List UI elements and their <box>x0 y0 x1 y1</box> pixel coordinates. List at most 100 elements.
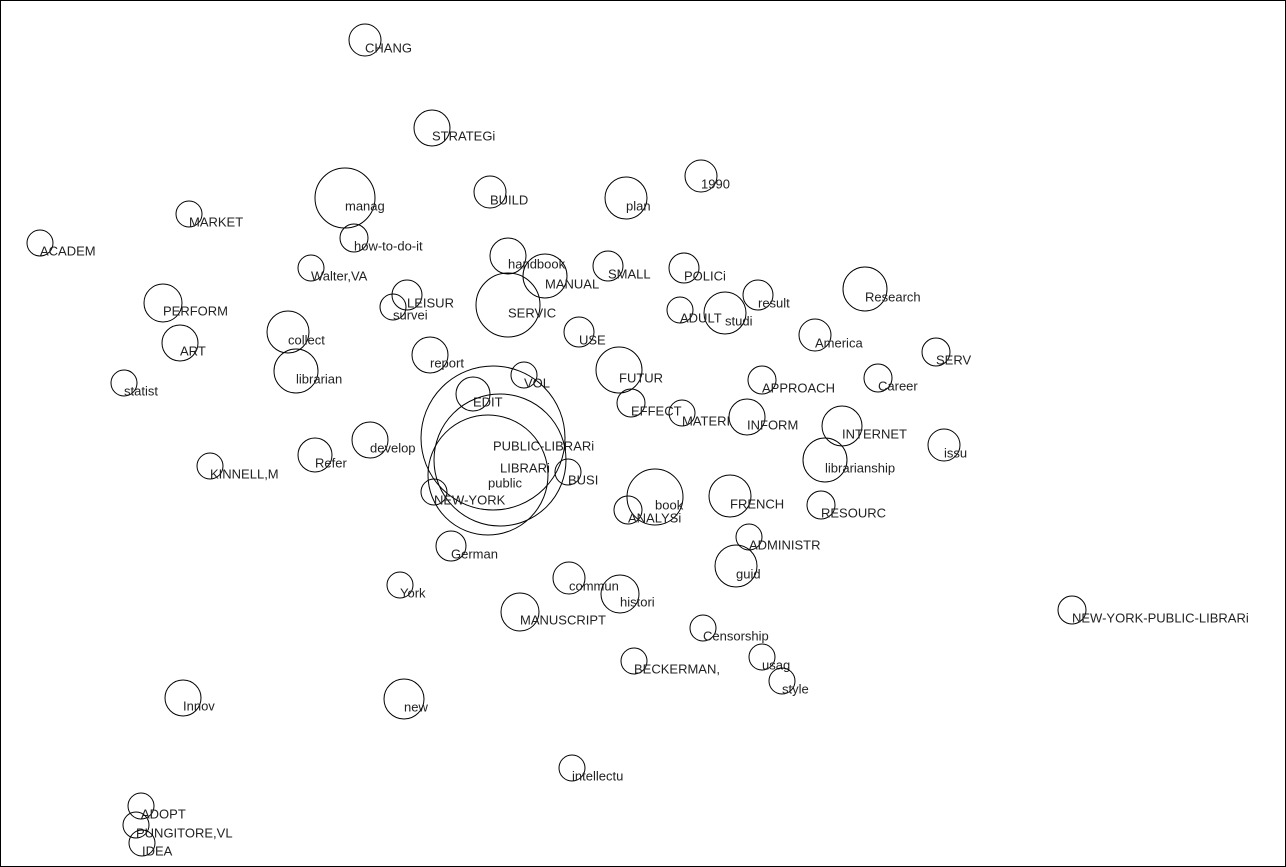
bubble-label: PUBLIC-LIBRARi <box>493 438 594 453</box>
bubble-label: librarianship <box>825 460 895 475</box>
bubble <box>196 452 224 480</box>
bubble <box>798 318 832 352</box>
bubble <box>616 388 646 418</box>
bubble-label: how-to-do-it <box>354 238 423 253</box>
bubble-label: MATERI <box>682 413 730 428</box>
bubble <box>161 324 199 362</box>
bubble-label: ART <box>180 343 206 358</box>
bubble-label: VOL <box>524 375 550 390</box>
bubble <box>266 310 310 354</box>
bubble-label: usag <box>762 657 790 672</box>
bubble <box>563 316 595 348</box>
bubble-label: new <box>404 699 428 714</box>
bubble <box>383 678 425 720</box>
bubble <box>806 490 836 520</box>
bubble <box>708 474 752 518</box>
bubble-label: USE <box>579 332 606 347</box>
bubble-label: commun <box>569 578 619 593</box>
bubble-label: Censorship <box>703 628 769 643</box>
bubble <box>558 754 586 782</box>
bubble-label: librarian <box>296 371 342 386</box>
bubble <box>110 369 138 397</box>
bubble-label: RESOURC <box>821 505 886 520</box>
bubble <box>666 296 694 324</box>
bubble <box>297 437 333 473</box>
bubble <box>473 175 507 209</box>
bubble-label: ADOPT <box>141 806 186 821</box>
bubble <box>379 293 407 321</box>
bubble <box>435 530 467 562</box>
bubble <box>143 283 183 323</box>
bubble-label: SERV <box>936 352 971 367</box>
bubble <box>351 421 389 459</box>
bubble <box>455 376 491 412</box>
bubble <box>552 561 586 595</box>
bubble-label: survei <box>393 307 428 322</box>
bubble <box>1057 595 1087 625</box>
bubble-label: BUILD <box>490 192 528 207</box>
bubble-label: EDIT <box>473 394 503 409</box>
bubble <box>522 253 568 299</box>
bubble-label: result <box>758 295 790 310</box>
bubble <box>768 667 796 695</box>
bubble-label: SERVIC <box>508 305 556 320</box>
bubble-label: POLICi <box>684 268 726 283</box>
bubble <box>728 398 766 436</box>
bubble-label: Innov <box>183 698 215 713</box>
bubble <box>475 272 541 338</box>
bubble <box>703 291 747 335</box>
bubble <box>314 167 376 229</box>
bubble <box>420 478 448 506</box>
bubble-label: ADMINISTR <box>749 537 821 552</box>
bubble <box>339 223 369 253</box>
bubble <box>411 336 449 374</box>
bubble <box>927 428 961 462</box>
bubble <box>742 279 774 311</box>
bubble-label: German <box>451 546 498 561</box>
bubble-label: EFFECT <box>631 403 682 418</box>
bubble-label: BECKERMAN, <box>634 661 720 676</box>
bubble <box>413 109 451 147</box>
bubble-label: guid <box>736 566 761 581</box>
bubble-label: MANUSCRIPT <box>520 612 606 627</box>
bubble <box>626 468 684 526</box>
bubble <box>554 458 582 486</box>
bubble <box>26 229 54 257</box>
bubble <box>802 437 848 483</box>
bubble-label: develop <box>370 440 416 455</box>
bubble-label: Career <box>878 378 918 393</box>
bubble <box>348 23 382 57</box>
bubble-label: ANALYSi <box>628 510 681 525</box>
bubble <box>592 250 624 282</box>
bubble <box>164 679 202 717</box>
bubble <box>122 811 150 839</box>
bubble-label: style <box>782 681 809 696</box>
bubble <box>689 614 717 642</box>
bubble-label: LEISUR <box>407 295 454 310</box>
bubble <box>747 365 777 395</box>
bubble-label: 1990 <box>701 176 730 191</box>
bubble <box>921 337 951 367</box>
bubble-label: studi <box>725 313 753 328</box>
bubble <box>510 361 538 389</box>
bubble <box>391 279 423 311</box>
bubble <box>620 647 648 675</box>
bubble <box>863 363 893 393</box>
bubble-label: collect <box>288 332 325 347</box>
bubble-label: Walter,VA <box>311 268 368 283</box>
bubble <box>297 254 325 282</box>
bubble-label: ACADEM <box>40 243 96 258</box>
bubble-label: FUTUR <box>619 370 663 385</box>
bubble <box>600 574 640 614</box>
bubble-label: handbook <box>508 256 566 271</box>
bubble <box>489 237 527 275</box>
bubble <box>128 829 156 857</box>
bubble <box>613 495 643 525</box>
bubble-label: Research <box>865 289 921 304</box>
bubble-label: FRENCH <box>730 496 784 511</box>
bubble-label: PUNGITORE,VL <box>136 825 233 840</box>
bubble-label: ADULT <box>680 310 722 325</box>
bubble <box>842 266 888 312</box>
bubble-label: STRATEGi <box>432 128 495 143</box>
